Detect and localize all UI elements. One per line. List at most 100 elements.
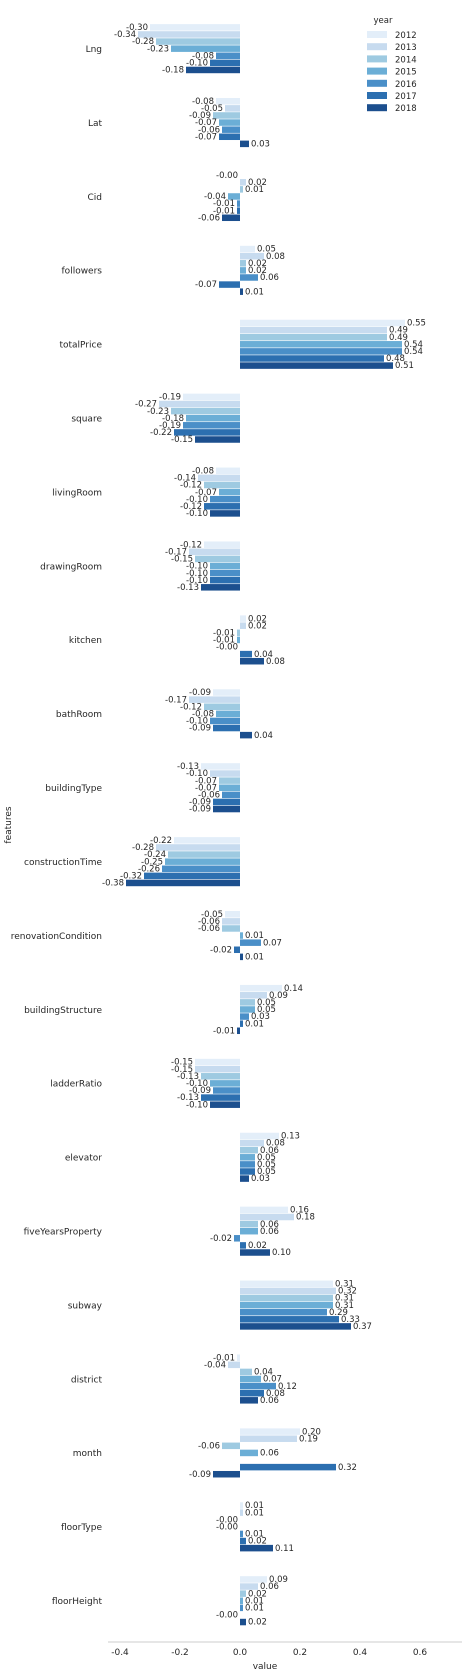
value-label: 0.05 bbox=[257, 998, 276, 1008]
value-label: -0.25 bbox=[141, 857, 163, 867]
bar bbox=[222, 126, 240, 133]
value-label: -0.23 bbox=[147, 44, 169, 54]
value-label: -0.10 bbox=[186, 569, 208, 579]
bar bbox=[240, 1604, 243, 1612]
value-label: -0.07 bbox=[195, 118, 217, 128]
value-label: 0.03 bbox=[251, 1012, 270, 1022]
value-label: 0.02 bbox=[248, 1618, 267, 1628]
bar bbox=[240, 1294, 333, 1302]
bar bbox=[240, 1382, 276, 1390]
value-label: -0.19 bbox=[159, 421, 181, 431]
bar bbox=[165, 858, 240, 865]
bar bbox=[237, 1354, 240, 1361]
bar bbox=[240, 1449, 258, 1457]
bar bbox=[219, 488, 240, 496]
feature-label: renovationCondition bbox=[11, 932, 102, 942]
value-label: -0.01 bbox=[213, 206, 235, 216]
value-label: 0.01 bbox=[245, 1596, 264, 1606]
bar bbox=[219, 777, 240, 784]
x-tick-label: -0.2 bbox=[171, 1648, 189, 1658]
value-label: -0.15 bbox=[171, 1058, 193, 1068]
value-label: 0.01 bbox=[245, 185, 264, 195]
bar bbox=[240, 252, 264, 260]
value-label: 0.16 bbox=[290, 1206, 309, 1216]
value-label: 0.18 bbox=[296, 1213, 315, 1223]
legend-label: 2012 bbox=[395, 31, 417, 41]
value-label: -0.09 bbox=[189, 111, 211, 121]
feature-label: floorType bbox=[61, 1523, 103, 1533]
value-label: -0.23 bbox=[147, 407, 169, 417]
bar bbox=[240, 333, 387, 341]
bar bbox=[201, 1073, 240, 1080]
bar bbox=[174, 837, 240, 844]
bar bbox=[213, 724, 240, 732]
value-label: -0.06 bbox=[198, 125, 220, 135]
legend-label: 2014 bbox=[395, 55, 417, 65]
value-label: -0.18 bbox=[162, 414, 184, 424]
value-label: 0.05 bbox=[257, 1005, 276, 1015]
value-label: 0.49 bbox=[389, 326, 408, 336]
value-label: 0.01 bbox=[245, 1501, 264, 1511]
bar bbox=[240, 939, 261, 946]
bars-layer bbox=[126, 24, 405, 1626]
feature-labels-layer: Lng Lat Cid followers totalPrice square living… bbox=[11, 45, 103, 1607]
bar bbox=[195, 1065, 240, 1073]
value-label: -0.12 bbox=[180, 481, 202, 491]
bar bbox=[240, 341, 402, 348]
feature-label: constructionTime bbox=[24, 858, 102, 868]
bar bbox=[210, 495, 240, 503]
bar bbox=[201, 763, 240, 770]
bar bbox=[210, 510, 240, 517]
value-label: -0.09 bbox=[189, 798, 211, 808]
bar bbox=[240, 1020, 243, 1027]
bar bbox=[216, 52, 240, 60]
bar bbox=[240, 1175, 249, 1182]
bar bbox=[240, 1168, 255, 1175]
value-label: 0.09 bbox=[269, 1575, 288, 1585]
value-label: -0.00 bbox=[216, 171, 238, 181]
bar bbox=[210, 576, 240, 584]
value-label: 0.19 bbox=[299, 1434, 318, 1444]
value-label: 0.55 bbox=[407, 319, 426, 329]
bar bbox=[240, 984, 282, 992]
bar bbox=[240, 1227, 258, 1235]
value-label: -0.22 bbox=[150, 428, 172, 438]
value-label: -0.30 bbox=[126, 23, 148, 33]
bar bbox=[240, 1389, 264, 1397]
legend-swatch bbox=[367, 67, 387, 75]
value-label: 0.01 bbox=[245, 931, 264, 941]
value-label: 0.02 bbox=[248, 259, 267, 269]
legend-swatch bbox=[367, 43, 387, 51]
bar bbox=[234, 946, 240, 954]
bar bbox=[240, 1583, 258, 1590]
value-label: 0.07 bbox=[263, 938, 282, 948]
value-label: 0.33 bbox=[341, 1315, 360, 1325]
value-label: -0.12 bbox=[180, 502, 202, 512]
bar bbox=[171, 45, 240, 52]
bar bbox=[216, 710, 240, 718]
bar bbox=[240, 1220, 258, 1228]
value-label: 0.01 bbox=[245, 1530, 264, 1540]
value-label: 0.02 bbox=[248, 1589, 267, 1599]
bar bbox=[171, 407, 240, 415]
bar bbox=[240, 274, 258, 281]
bar bbox=[240, 932, 243, 939]
x-tick-label: 0.4 bbox=[353, 1648, 368, 1658]
value-label: 0.01 bbox=[245, 287, 264, 297]
bar bbox=[204, 703, 240, 710]
value-label: 0.05 bbox=[257, 245, 276, 255]
value-label: -0.38 bbox=[102, 879, 124, 889]
value-label: -0.06 bbox=[198, 213, 220, 223]
value-label: -0.02 bbox=[210, 945, 232, 955]
value-label: 0.32 bbox=[338, 1463, 357, 1473]
x-tick-label: 0.0 bbox=[233, 1648, 248, 1658]
bar bbox=[204, 503, 240, 510]
bar bbox=[240, 1287, 336, 1295]
value-label: 0.11 bbox=[275, 1544, 294, 1554]
value-label: -0.08 bbox=[192, 51, 214, 61]
feature-label: buildingStructure bbox=[24, 1006, 102, 1016]
value-label: 0.08 bbox=[266, 1139, 285, 1149]
bar bbox=[240, 245, 255, 253]
value-label: 0.54 bbox=[404, 347, 423, 357]
feature-label: bathRoom bbox=[56, 710, 102, 720]
